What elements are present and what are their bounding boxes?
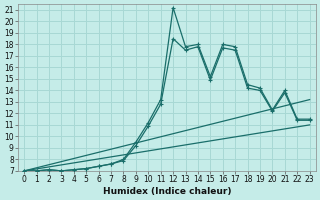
X-axis label: Humidex (Indice chaleur): Humidex (Indice chaleur): [103, 187, 231, 196]
